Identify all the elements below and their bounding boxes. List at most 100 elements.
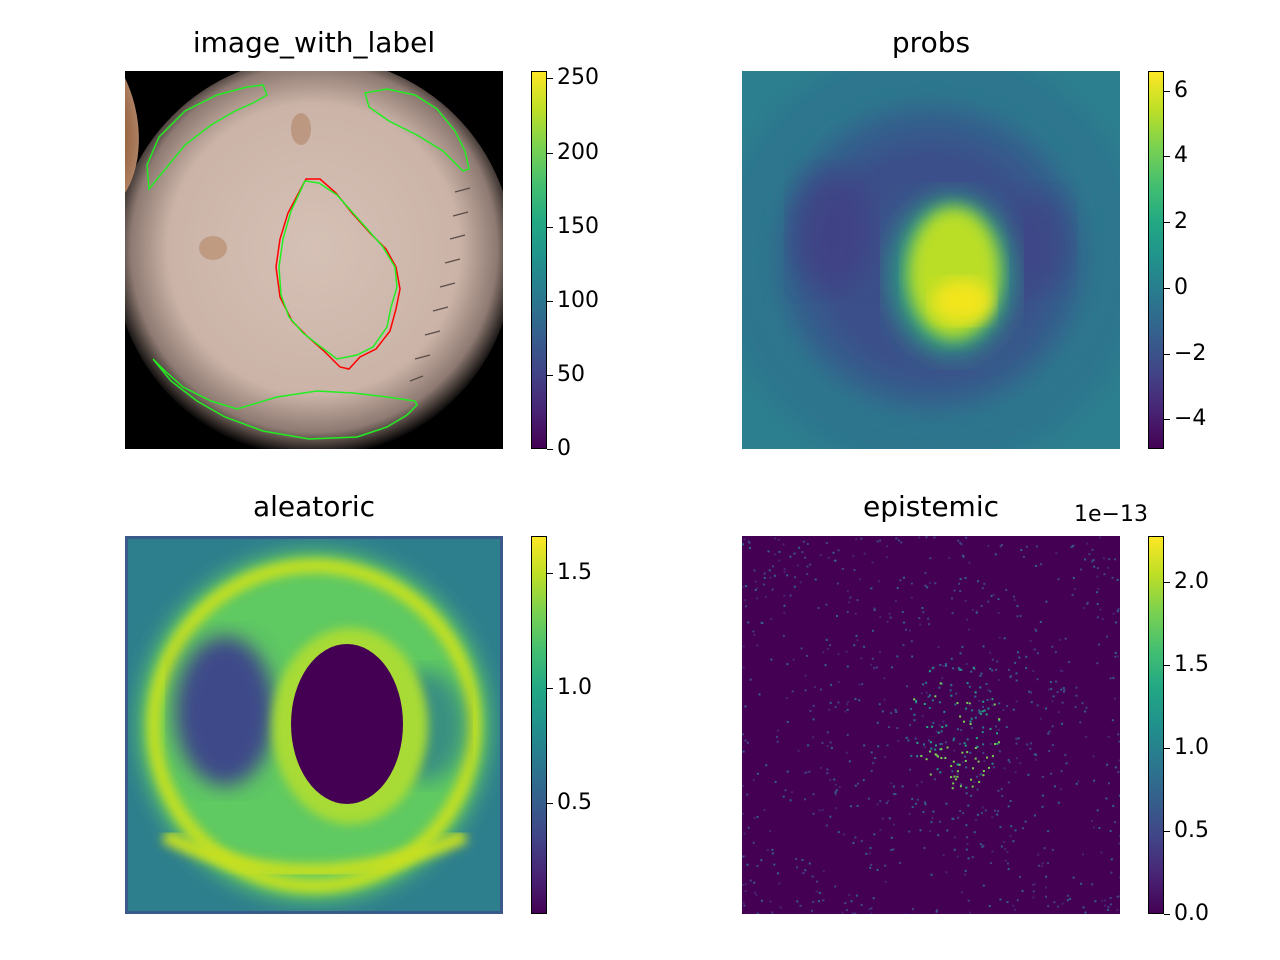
noise-pixel: [873, 607, 876, 610]
noise-pixel: [782, 543, 785, 546]
noise-pixel: [1075, 782, 1078, 785]
noise-pixel: [848, 601, 851, 604]
noise-pixel: [886, 545, 888, 548]
noise-pixel: [953, 737, 956, 740]
noise-pixel: [950, 657, 953, 660]
noise-pixel: [953, 589, 956, 592]
noise-pixel: [805, 771, 808, 774]
colorbar-tick: [1164, 91, 1170, 92]
noise-pixel: [1041, 862, 1044, 865]
colorbar-tick: [547, 449, 553, 450]
noise-pixel: [856, 804, 859, 807]
noise-pixel: [928, 739, 930, 742]
noise-pixel: [778, 882, 781, 885]
noise-pixel: [1036, 678, 1039, 681]
noise-pixel: [954, 703, 957, 706]
noise-pixel: [1091, 560, 1094, 563]
noise-pixel: [878, 580, 881, 583]
noise-pixel: [950, 765, 953, 767]
noise-pixel: [869, 847, 872, 849]
noise-pixel: [960, 729, 963, 732]
noise-pixel: [784, 789, 787, 792]
noise-pixel: [978, 711, 981, 714]
noise-pixel: [1118, 759, 1120, 762]
noise-pixel: [966, 618, 968, 621]
noise-pixel: [983, 760, 986, 763]
noise-pixel: [925, 681, 928, 684]
noise-pixel: [1096, 662, 1099, 665]
noise-pixel: [830, 746, 833, 749]
noise-pixel: [1114, 655, 1117, 658]
noise-pixel: [1059, 669, 1062, 672]
noise-pixel: [766, 849, 769, 852]
noise-pixel: [1013, 595, 1015, 598]
noise-pixel: [966, 751, 969, 754]
noise-pixel: [969, 720, 972, 723]
noise-pixel: [837, 831, 840, 834]
noise-pixel: [742, 543, 744, 546]
noise-pixel: [975, 610, 978, 613]
noise-pixel: [789, 799, 792, 802]
noise-pixel: [984, 809, 987, 812]
noise-pixel: [915, 699, 918, 702]
noise-pixel: [981, 587, 984, 590]
noise-pixel: [1027, 773, 1030, 776]
noise-pixel: [753, 569, 756, 572]
noise-pixel: [1084, 710, 1087, 713]
noise-pixel: [852, 842, 855, 844]
noise-pixel: [763, 809, 766, 811]
noise-pixel: [920, 692, 923, 695]
noise-pixel: [1091, 883, 1094, 886]
noise-pixel: [945, 871, 948, 874]
noise-pixel: [854, 912, 857, 914]
colorbar-tick-label: 0.5: [557, 790, 592, 815]
noise-pixel: [774, 537, 777, 540]
noise-pixel: [1107, 735, 1110, 738]
noise-pixel: [1015, 679, 1018, 682]
noise-pixel: [804, 689, 807, 692]
noise-pixel: [981, 806, 984, 809]
skin-disc: [125, 71, 503, 449]
noise-pixel: [1035, 753, 1037, 756]
noise-pixel: [927, 695, 930, 698]
colorbar-offset-text: 1e−13: [1074, 502, 1148, 527]
noise-pixel: [923, 585, 926, 587]
noise-pixel: [870, 587, 873, 590]
noise-pixel: [834, 783, 837, 786]
noise-pixel: [978, 699, 981, 702]
noise-pixel: [771, 912, 774, 914]
colorbar-epistemic: [1148, 536, 1164, 914]
noise-pixel: [930, 873, 933, 876]
noise-pixel: [1013, 599, 1016, 602]
noise-pixel: [939, 771, 942, 774]
noise-pixel: [1109, 830, 1112, 832]
noise-pixel: [909, 768, 911, 771]
noise-pixel: [890, 782, 893, 785]
noise-pixel: [762, 583, 765, 586]
noise-pixel: [812, 875, 815, 878]
noise-pixel: [914, 802, 917, 805]
noise-pixel: [963, 720, 965, 723]
noise-pixel: [1002, 709, 1005, 711]
noise-pixel: [1110, 858, 1113, 861]
noise-pixel: [1111, 576, 1114, 579]
noise-pixel: [865, 852, 868, 855]
noise-pixel: [997, 728, 1000, 731]
colorbar-tick: [547, 301, 553, 302]
noise-pixel: [965, 836, 968, 839]
noise-pixel: [926, 586, 929, 589]
noise-pixel: [911, 806, 914, 809]
noise-pixel: [1007, 862, 1009, 865]
noise-pixel: [742, 884, 744, 886]
colorbar-tick: [547, 803, 553, 804]
noise-pixel: [754, 580, 757, 583]
noise-pixel: [996, 813, 999, 816]
noise-pixel: [792, 658, 795, 661]
noise-pixel: [1001, 795, 1004, 798]
noise-pixel: [778, 559, 781, 562]
noise-pixel: [974, 716, 977, 719]
colorbar-tick: [547, 573, 553, 574]
noise-pixel: [1112, 805, 1115, 807]
noise-pixel: [934, 582, 937, 585]
noise-pixel: [935, 744, 937, 747]
